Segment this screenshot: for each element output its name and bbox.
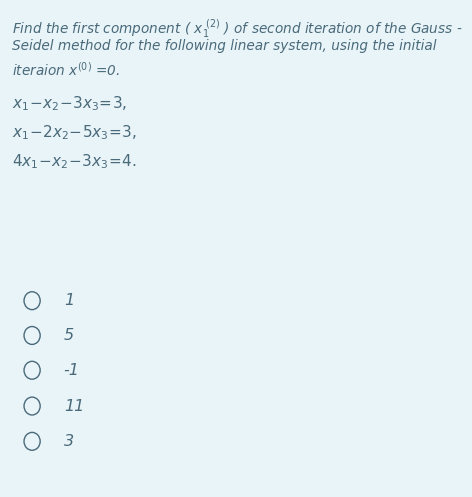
Text: iteraion $x^{(0)}$ =0.: iteraion $x^{(0)}$ =0. bbox=[12, 61, 120, 79]
Text: 3: 3 bbox=[64, 434, 74, 449]
Text: 1: 1 bbox=[64, 293, 74, 308]
Text: Seidel method for the following linear system, using the initial: Seidel method for the following linear s… bbox=[12, 39, 436, 53]
Text: 11: 11 bbox=[64, 399, 84, 414]
Text: -1: -1 bbox=[64, 363, 80, 378]
Text: Find the first component ( $x_1^{\ (2)}$ ) of second iteration of the Gauss -: Find the first component ( $x_1^{\ (2)}$… bbox=[12, 17, 463, 40]
Text: 5: 5 bbox=[64, 328, 74, 343]
Text: $4x_1\!-\!x_2\!-\!3x_3\!=\!4.$: $4x_1\!-\!x_2\!-\!3x_3\!=\!4.$ bbox=[12, 152, 136, 171]
Text: $x_1\!-\!x_2\!-\!3x_3\!=\!3,$: $x_1\!-\!x_2\!-\!3x_3\!=\!3,$ bbox=[12, 94, 127, 113]
Text: $x_1\!-\!2x_2\!-\!5x_3\!=\!3,$: $x_1\!-\!2x_2\!-\!5x_3\!=\!3,$ bbox=[12, 123, 137, 142]
